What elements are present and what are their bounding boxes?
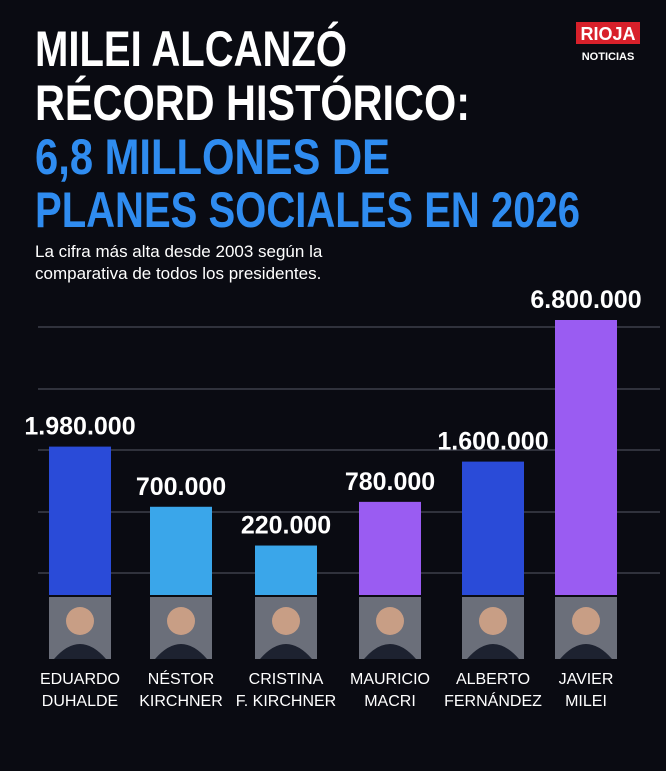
category-label: MAURICIO (350, 671, 430, 688)
category-label: ALBERTO (456, 671, 530, 688)
subtitle-line: comparativa de todos los presidentes. (35, 264, 321, 283)
highlight-line: 6,8 MILLONES DE (35, 129, 390, 185)
bar (359, 501, 421, 595)
category-label: FERNÁNDEZ (444, 691, 542, 710)
category-label: F. KIRCHNER (236, 693, 336, 710)
subtitle-line: La cifra más alta desde 2003 según la (35, 242, 323, 261)
highlight-line: PLANES SOCIALES EN 2026 (35, 182, 580, 238)
value-label: 700.000 (136, 473, 226, 501)
portrait-body (54, 644, 106, 659)
bar (555, 320, 617, 595)
portrait-head (572, 607, 600, 635)
bar (462, 461, 524, 595)
value-label: 6.800.000 (530, 286, 641, 314)
portrait-body (364, 644, 416, 659)
title-line: MILEI ALCANZÓ (35, 21, 347, 77)
logo-text: RIOJA (580, 24, 635, 44)
category-label: KIRCHNER (139, 693, 223, 710)
portrait-head (479, 607, 507, 635)
category-label: MACRI (364, 693, 416, 710)
bar (49, 446, 111, 595)
bars: 1.980.000 EDUARDO DUHALDE 700.000 NÉSTOR KIRC… (24, 286, 641, 710)
portrait-body (260, 644, 312, 659)
value-label: 1.980.000 (24, 413, 135, 441)
category-label: DUHALDE (42, 693, 118, 710)
logo-box (576, 22, 640, 44)
category-label: MILEI (565, 693, 607, 710)
bar (150, 506, 212, 595)
category-label: CRISTINA (249, 671, 324, 688)
logo-subtext: NOTICIAS (582, 51, 635, 63)
title-line: RÉCORD HISTÓRICO: (35, 75, 470, 131)
category-label: EDUARDO (40, 671, 120, 688)
value-label: 220.000 (241, 512, 331, 540)
portrait-head (66, 607, 94, 635)
portrait-body (155, 644, 207, 659)
portrait-body (467, 644, 519, 659)
portrait-head (272, 607, 300, 635)
category-label: JAVIER (559, 671, 614, 688)
portrait-head (376, 607, 404, 635)
category-label: NÉSTOR (148, 669, 214, 688)
bar (255, 545, 317, 595)
value-label: 1.600.000 (437, 428, 548, 456)
portrait-head (167, 607, 195, 635)
portrait-body (560, 644, 612, 659)
value-label: 780.000 (345, 468, 435, 496)
